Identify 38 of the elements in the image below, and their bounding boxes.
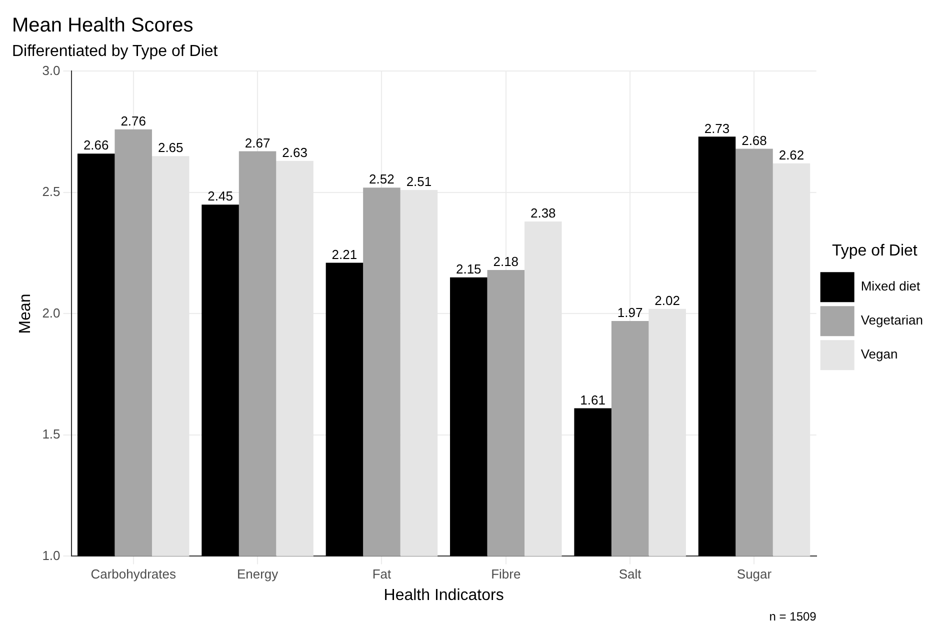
data-label: 2.62 [778, 147, 804, 162]
data-label: 2.67 [244, 135, 270, 150]
y-tick-label: 1.5 [42, 426, 60, 442]
data-label: 2.66 [83, 138, 109, 153]
y-tick-label: 2.5 [42, 184, 60, 200]
data-label: 2.15 [456, 261, 482, 276]
x-axis-title: Health Indicators [384, 586, 504, 604]
x-tick-label: Energy [236, 566, 279, 582]
data-label: 2.73 [704, 120, 730, 136]
x-tick-label: Fibre [491, 566, 521, 582]
data-label: 1.61 [580, 392, 606, 408]
data-label: 2.18 [493, 254, 519, 270]
y-axis-title: Mean [17, 294, 34, 334]
data-label: 2.51 [406, 174, 432, 190]
legend-label: Vegetarian [860, 312, 924, 328]
data-label: 2.52 [369, 172, 394, 187]
chart-subtitle: Differentiated by Type of Diet [12, 43, 218, 60]
data-label: 2.38 [530, 206, 556, 221]
x-tick-label: Carbohydrates [90, 566, 176, 582]
legend-title: Type of Diet [832, 242, 918, 260]
data-label: 2.68 [742, 132, 767, 148]
data-label: 2.65 [158, 140, 184, 156]
y-tick-label: 3.0 [42, 62, 60, 78]
x-tick-label: Fat [372, 566, 392, 582]
y-tick-label: 2.0 [42, 305, 60, 320]
chart-title: Mean Health Scores [12, 14, 194, 37]
legend-label: Vegan [860, 346, 898, 362]
legend-label: Mixed diet [860, 278, 920, 294]
data-label: 2.45 [208, 188, 233, 204]
data-label: 2.63 [282, 145, 308, 160]
x-tick-label: Sugar [736, 566, 772, 582]
y-tick-label: 1.0 [42, 548, 60, 563]
data-label: 2.02 [654, 292, 680, 308]
x-tick-label: Salt [618, 566, 642, 582]
data-label: 1.97 [617, 305, 643, 320]
data-label: 2.76 [120, 113, 146, 128]
data-label: 2.21 [332, 246, 358, 262]
text: n = 1509 [769, 609, 817, 624]
